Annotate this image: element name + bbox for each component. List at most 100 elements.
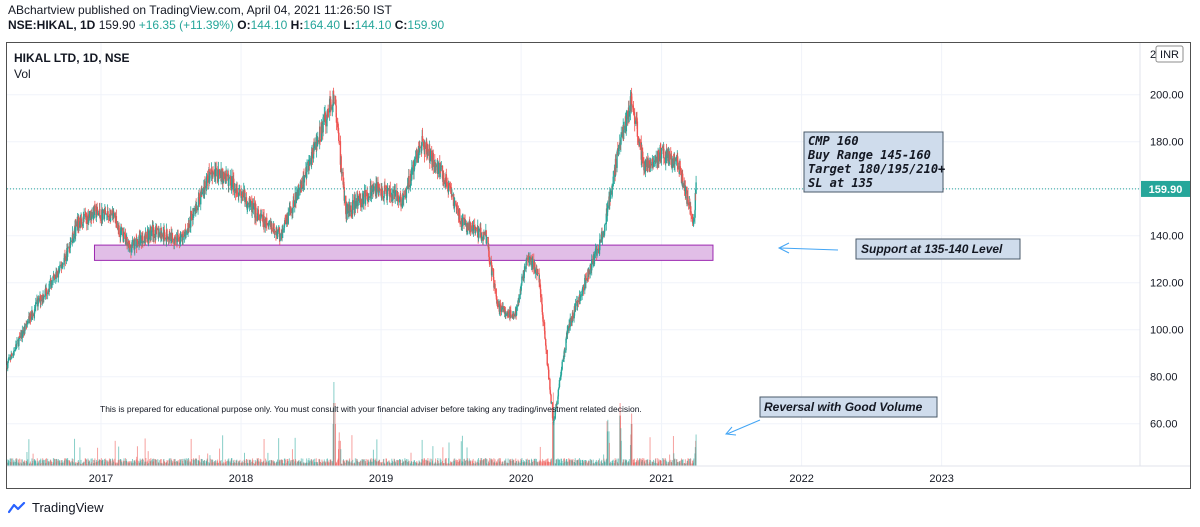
candle-body <box>423 146 425 149</box>
candlesticks[interactable] <box>6 87 697 426</box>
candle-body <box>78 216 80 228</box>
volume-bar <box>411 461 413 466</box>
volume-bar <box>408 460 410 466</box>
candle-body <box>311 148 314 159</box>
candle-body <box>115 216 118 228</box>
candle-body <box>182 236 185 237</box>
volume-bar <box>427 458 429 466</box>
trade-note-line-2: Buy Range 145-160 <box>807 148 931 162</box>
candle-body <box>346 204 349 214</box>
volume-bar <box>113 461 115 466</box>
candle-body <box>460 220 463 227</box>
volume-bar <box>626 460 628 466</box>
candle-body <box>231 176 233 188</box>
volume-bar <box>647 463 649 466</box>
candle-body <box>35 302 37 307</box>
support-zone[interactable] <box>93 244 714 261</box>
volume-bar <box>677 461 679 466</box>
volume-bar <box>370 461 372 466</box>
candle-body <box>262 214 264 223</box>
candle-body <box>550 394 552 404</box>
candle-body <box>182 236 184 241</box>
volume-bar <box>516 461 518 466</box>
footer-brand[interactable]: TradingView <box>8 500 104 515</box>
candle-body <box>123 232 126 235</box>
volume-bar <box>438 463 440 466</box>
candle-body <box>91 216 93 220</box>
volume-bar <box>462 461 464 466</box>
candle-body <box>27 321 29 324</box>
volume-bar <box>421 439 423 466</box>
volume-bar <box>560 458 562 466</box>
chart-frame[interactable] <box>6 42 1191 489</box>
volume-bar <box>665 460 667 466</box>
volume-bar <box>298 459 300 466</box>
candle-body <box>339 141 342 165</box>
time-axis[interactable]: 2017 2018 2019 2020 2021 2022 2023 <box>89 473 954 485</box>
candle-body <box>357 200 359 206</box>
candle-body <box>142 241 144 242</box>
candle-body <box>591 259 593 271</box>
trade-note-line-4: SL at 135 <box>808 176 873 190</box>
candle-body <box>413 158 416 170</box>
volume-bar <box>79 447 81 466</box>
support-zone-rect[interactable] <box>93 244 714 261</box>
volume-bar <box>317 463 319 466</box>
support-note[interactable]: Support at 135-140 Level <box>855 238 1021 260</box>
volume-bar <box>489 458 491 466</box>
candle-body <box>190 213 193 215</box>
volume-bar <box>341 463 343 466</box>
candle-body <box>588 270 590 275</box>
candle-body <box>67 246 69 248</box>
volume-bar <box>400 463 402 466</box>
candle-body <box>274 230 276 233</box>
volume-bar <box>526 458 528 466</box>
candle-body <box>464 223 467 225</box>
candle-body <box>57 271 60 278</box>
candle-body <box>284 220 287 225</box>
candle-body <box>405 188 408 198</box>
candle-body <box>21 330 24 338</box>
volume-bar <box>431 458 433 466</box>
candle-body <box>99 215 101 220</box>
candle-body <box>75 224 77 227</box>
candle-body <box>400 196 402 207</box>
price-change: +16.35 (+11.39%) <box>138 18 234 32</box>
reversal-note[interactable]: Reversal with Good Volume <box>759 396 938 418</box>
candle-body <box>45 288 48 295</box>
candle-body <box>432 152 434 167</box>
volume-bar <box>445 458 447 466</box>
candle-body <box>206 175 209 183</box>
volume-bar <box>446 463 448 466</box>
chart-header: ABchartview published on TradingView.com… <box>8 3 444 33</box>
y-tick-label: 60.00 <box>1150 419 1178 431</box>
tradingview-logo-icon <box>8 501 26 513</box>
trade-note-box[interactable]: CMP 160 Buy Range 145-160 Target 180/195… <box>803 131 953 193</box>
price-axis[interactable]: 60.0080.00100.00120.00140.00160.00180.00… <box>1150 90 1184 431</box>
volume-bar <box>278 438 280 466</box>
volume-bar <box>26 452 28 466</box>
candle-body <box>91 212 93 217</box>
candle-body <box>107 215 109 218</box>
volume-bar <box>126 461 128 466</box>
candle-body <box>483 231 485 240</box>
open-label: O: <box>237 18 251 32</box>
volume-bar <box>199 461 201 466</box>
volume-bar <box>268 460 270 466</box>
currency-badge[interactable]: INR <box>1155 45 1184 63</box>
volume-bar <box>239 459 241 466</box>
candle-body <box>484 231 487 235</box>
candle-body <box>518 295 520 303</box>
volume-bar <box>118 459 120 466</box>
volume-bar <box>548 462 550 466</box>
candle-body <box>528 260 530 263</box>
volume-bar <box>40 462 42 466</box>
volume-bar <box>631 424 633 466</box>
volume-bar <box>219 448 221 466</box>
volume-bar <box>470 460 472 466</box>
volume-bar <box>46 458 48 466</box>
candle-body <box>192 211 194 221</box>
candle-body <box>252 203 255 210</box>
volume-bar <box>209 458 211 466</box>
